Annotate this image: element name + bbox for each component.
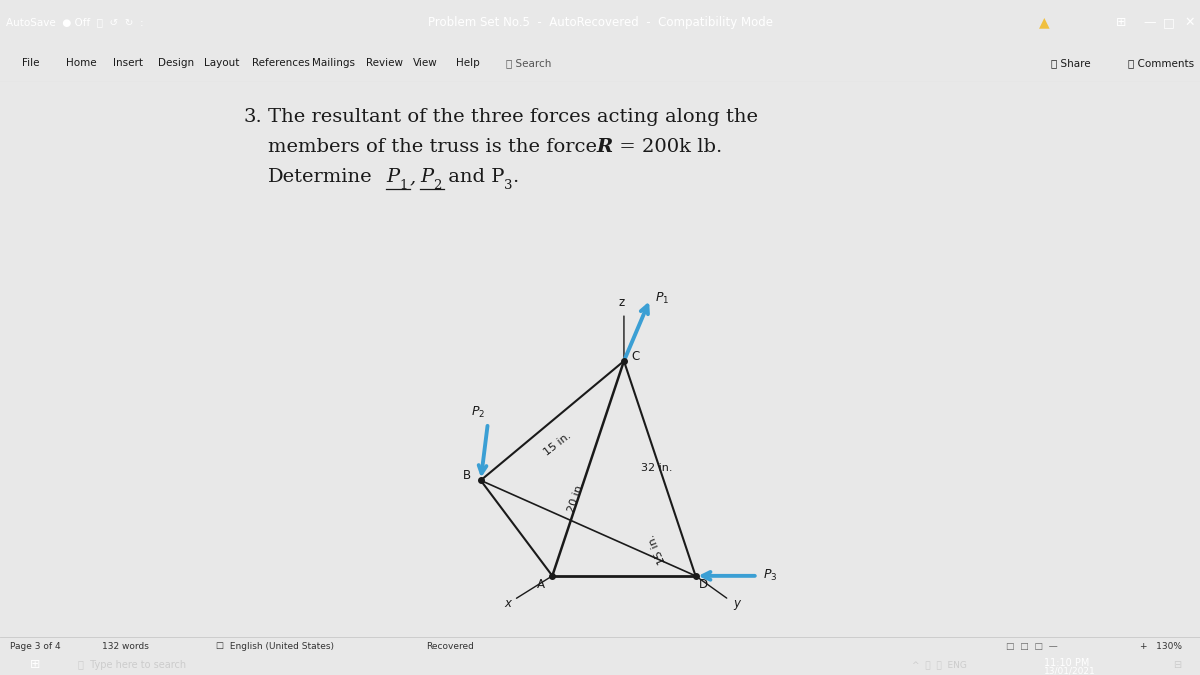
Text: Mailings: Mailings — [312, 58, 355, 68]
Text: File: File — [22, 58, 40, 68]
Text: 15 in.: 15 in. — [542, 430, 574, 458]
Text: D: D — [700, 578, 708, 591]
Text: 15 in.: 15 in. — [647, 533, 668, 566]
Text: $P_2$: $P_2$ — [472, 405, 486, 420]
Text: Page 3 of 4: Page 3 of 4 — [10, 642, 60, 651]
Text: P: P — [386, 168, 400, 186]
Text: x: x — [504, 597, 511, 610]
Text: 2: 2 — [433, 180, 442, 192]
Text: 32 in.: 32 in. — [641, 464, 672, 473]
Text: ⊟: ⊟ — [1174, 660, 1182, 670]
Text: 💬 Comments: 💬 Comments — [1128, 58, 1194, 68]
Text: Recovered: Recovered — [426, 642, 474, 651]
Text: ☐  English (United States): ☐ English (United States) — [216, 642, 334, 651]
Text: View: View — [413, 58, 438, 68]
Text: ⊞: ⊞ — [30, 658, 41, 672]
Text: □  □  □  —: □ □ □ — — [1006, 642, 1057, 651]
Text: y: y — [733, 597, 740, 610]
Text: Layout: Layout — [204, 58, 239, 68]
Text: Insert: Insert — [113, 58, 143, 68]
Text: C: C — [631, 350, 640, 363]
Text: Determine: Determine — [268, 168, 372, 186]
Text: References: References — [252, 58, 310, 68]
Text: 20 in.: 20 in. — [566, 481, 586, 514]
Text: +   130%: + 130% — [1140, 642, 1182, 651]
Text: ,: , — [409, 168, 415, 186]
Text: members of the truss is the force: members of the truss is the force — [268, 138, 602, 157]
Text: Review: Review — [366, 58, 403, 68]
Text: A: A — [538, 578, 545, 591]
Text: 🔍 Search: 🔍 Search — [506, 58, 552, 68]
Text: 3: 3 — [504, 180, 512, 192]
Text: R: R — [596, 138, 613, 157]
Text: □: □ — [1163, 16, 1175, 29]
Text: 🔍  Type here to search: 🔍 Type here to search — [78, 660, 186, 670]
Text: ✕: ✕ — [1184, 16, 1194, 29]
Text: .: . — [512, 168, 518, 186]
Text: z: z — [618, 296, 625, 309]
Text: 13/01/2021: 13/01/2021 — [1044, 666, 1096, 675]
Text: Problem Set No.5  -  AutoRecovered  -  Compatibility Mode: Problem Set No.5 - AutoRecovered - Compa… — [427, 16, 773, 29]
Text: ⊞: ⊞ — [1116, 16, 1126, 29]
Text: AutoSave  ● Off  🖫  ↺  ↻  :: AutoSave ● Off 🖫 ↺ ↻ : — [6, 18, 144, 28]
Text: ▲: ▲ — [1039, 16, 1049, 30]
Text: $P_1$: $P_1$ — [655, 292, 670, 306]
Text: 3.: 3. — [244, 108, 263, 126]
Text: = 200k lb.: = 200k lb. — [613, 138, 722, 157]
Text: The resultant of the three forces acting along the: The resultant of the three forces acting… — [268, 108, 757, 126]
Text: ^  🔊  🔈  ENG: ^ 🔊 🔈 ENG — [912, 660, 967, 670]
Text: and P: and P — [442, 168, 504, 186]
Text: Home: Home — [66, 58, 97, 68]
Text: —: — — [1144, 16, 1156, 29]
Text: Help: Help — [456, 58, 480, 68]
Text: B: B — [463, 469, 472, 482]
Text: 11:10 PM: 11:10 PM — [1044, 658, 1090, 668]
Text: 🔗 Share: 🔗 Share — [1051, 58, 1091, 68]
Text: 132 words: 132 words — [102, 642, 149, 651]
Text: Design: Design — [158, 58, 194, 68]
Text: 1: 1 — [400, 180, 408, 192]
Text: P: P — [420, 168, 433, 186]
Text: $P_3$: $P_3$ — [763, 568, 778, 583]
